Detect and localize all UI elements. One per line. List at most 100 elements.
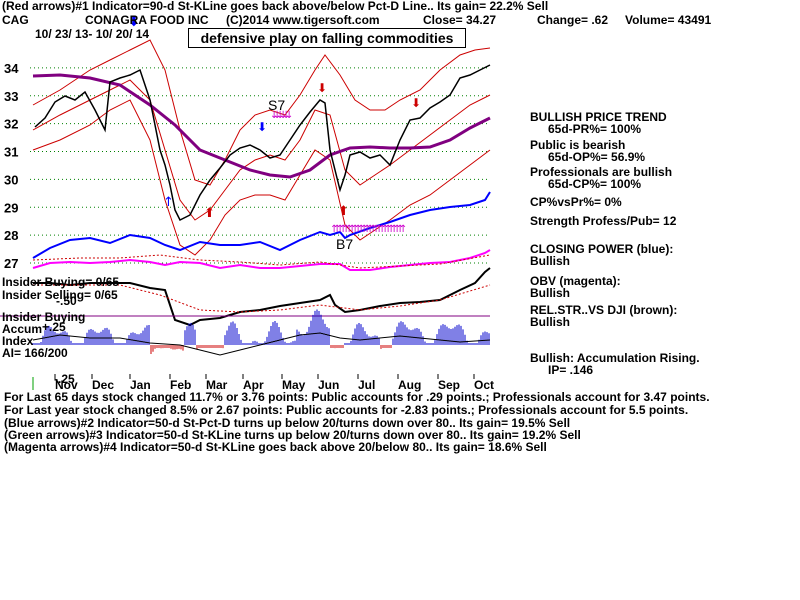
magenta-arrow: ↓ xyxy=(285,110,293,121)
public-status: Public is bearish xyxy=(530,138,626,152)
magenta-arrow: ↑ xyxy=(348,224,356,235)
y-tick-label: 29 xyxy=(4,200,18,215)
obv-line xyxy=(32,249,491,271)
month-label-may: May xyxy=(282,378,306,392)
magenta-arrow: ↑ xyxy=(390,224,398,235)
trend-heading: BULLISH PRICE TREND xyxy=(530,110,667,124)
footer-magenta-arrows: (Magenta arrows)#4 Indicator=50-d St-KLi… xyxy=(4,440,547,454)
insider-selling-label: Insider Selling= 0/65 xyxy=(2,288,118,302)
magenta-arrow: ↑ xyxy=(396,224,404,235)
magenta-arrow: ↑ xyxy=(384,224,392,235)
magenta-arrow: ↑ xyxy=(336,224,344,235)
magenta-arrow: ↑ xyxy=(387,224,395,235)
minus25-label: -.25 xyxy=(54,372,75,386)
y-tick-label: 30 xyxy=(4,172,18,187)
obv-ma-line xyxy=(32,254,491,269)
y-tick-label: 31 xyxy=(4,145,18,160)
magenta-arrow-cluster: ↑↑↑↑↑↑↑↑↑↑↑↑↑↑↑↑↑↑↑↑↑↑↑↑↓↓↓↓↓↓ xyxy=(270,110,407,235)
month-label-apr: Apr xyxy=(243,378,264,392)
magenta-arrow: ↓ xyxy=(270,110,278,121)
month-label-aug: Aug xyxy=(398,378,422,392)
closing-power-line xyxy=(32,191,491,259)
s7-label: S7 xyxy=(268,97,286,113)
magenta-arrow: ↑ xyxy=(372,224,380,235)
blue-down-arrow: ⬇ xyxy=(257,120,267,134)
magenta-arrow: ↓ xyxy=(276,110,284,121)
magenta-arrow: ↑ xyxy=(330,224,338,235)
footer-green-arrows: (Green arrows)#3 Indicator=50-d St-KLine… xyxy=(4,428,581,442)
magenta-arrow: ↑ xyxy=(339,224,347,235)
month-label-dec: Dec xyxy=(92,378,115,392)
change-value: Change= .62 xyxy=(537,13,609,27)
magenta-arrow: ↑ xyxy=(363,224,371,235)
y-tick-label: 34 xyxy=(4,61,19,76)
magenta-arrow: ↓ xyxy=(282,110,290,121)
minus50-label: -.50 xyxy=(56,294,77,308)
footer-blue-arrows: (Blue arrows)#2 Indicator=50-d St-Pct-D … xyxy=(4,416,571,430)
insider-buying-heading: Insider Buying xyxy=(2,310,86,324)
magenta-arrow: ↑ xyxy=(375,224,383,235)
insider-buying-label: Insider Buying= 0/65 xyxy=(2,275,120,289)
month-label-jun: Jun xyxy=(318,378,340,392)
magenta-arrow: ↑ xyxy=(357,224,365,235)
footer-last-year: For Last year stock changed 8.5% or 2.67… xyxy=(4,403,689,417)
magenta-arrow: ↑ xyxy=(333,224,341,235)
magenta-arrow: ↑ xyxy=(354,224,362,235)
y-axis-ticks: 27 28 29 30 31 32 33 34 xyxy=(4,61,19,271)
magenta-arrow: ↑ xyxy=(366,224,374,235)
x-axis-ticks xyxy=(54,374,475,379)
plus25-label: +.25 xyxy=(42,320,66,334)
professionals-status: Professionals are bullish xyxy=(530,165,673,179)
ai-label: AI= 166/200 xyxy=(2,346,68,360)
magenta-arrow: ↓ xyxy=(273,110,281,121)
date-range: 10/ 23/ 13- 10/ 20/ 14 xyxy=(35,27,150,41)
red-up-arrow: ⬆ xyxy=(204,206,215,221)
blue-up-arrow: ↑ xyxy=(163,195,174,210)
inner-band-line xyxy=(32,79,491,221)
magenta-arrow: ↑ xyxy=(360,224,368,235)
red-up-arrow: ⬆ xyxy=(338,204,349,219)
rel-strength-status: Bullish xyxy=(530,315,571,329)
closing-power-status: Bullish xyxy=(530,254,571,268)
y-tick-label: 32 xyxy=(4,117,18,132)
rel-strength-heading: REL.STR..VS DJI (brown): xyxy=(530,303,678,317)
month-label-nov: Nov xyxy=(55,378,78,392)
month-label-jan: Jan xyxy=(130,378,151,392)
copyright-text: (C)2014 www.tigersoft.com xyxy=(226,13,380,27)
header-line-red-arrows: (Red arrows)#1 Indicator=90-d St-KLine g… xyxy=(2,0,549,13)
rel-strength-line xyxy=(33,267,491,327)
strength-ratio: Strength Profess/Pub= 12 xyxy=(530,214,677,228)
lower-band-line xyxy=(32,99,491,256)
month-label-feb: Feb xyxy=(170,378,192,392)
month-label-sep: Sep xyxy=(438,378,461,392)
index-label: Index xyxy=(2,334,34,348)
magenta-arrow: ↑ xyxy=(345,224,353,235)
red-down-arrow: ⬇ xyxy=(317,81,327,95)
upper-band-line xyxy=(32,39,491,186)
accumulation-status: Bullish: Accumulation Rising. xyxy=(530,351,700,365)
ip-value: IP= .146 xyxy=(548,363,594,377)
magenta-arrow: ↑ xyxy=(369,224,377,235)
month-label-oct: Oct xyxy=(474,378,495,392)
magenta-arrow: ↑ xyxy=(381,224,389,235)
symbol-label: CAG xyxy=(2,13,29,27)
obv-heading: OBV (magenta): xyxy=(530,274,621,288)
cp-value: 65d-CP%= 100% xyxy=(548,177,642,191)
y-tick-label: 33 xyxy=(4,89,18,104)
annotation-callout: defensive play on falling commodities xyxy=(188,28,466,48)
month-label-mar: Mar xyxy=(206,378,228,392)
month-label-jul: Jul xyxy=(358,378,376,392)
magenta-arrow: ↑ xyxy=(378,224,386,235)
blue-down-arrow: ⬇ xyxy=(128,14,140,30)
magenta-arrow: ↑ xyxy=(351,224,359,235)
price-line xyxy=(34,64,491,222)
closing-power-heading: CLOSING POWER (blue): xyxy=(530,242,674,256)
op-value: 65d-OP%= 56.9% xyxy=(548,150,646,164)
magenta-arrow: ↑ xyxy=(393,224,401,235)
footer-65-days: For Last 65 days stock changed 11.7% or … xyxy=(4,390,710,404)
accum-label: Accum xyxy=(2,322,43,336)
magenta-arrow: ↑ xyxy=(399,224,407,235)
indicator-arrows: ⬇ ⬇ ↑ ⬆ ⬇ ⬇ ⬆ xyxy=(128,14,421,221)
volume-value: Volume= 43491 xyxy=(625,13,712,27)
